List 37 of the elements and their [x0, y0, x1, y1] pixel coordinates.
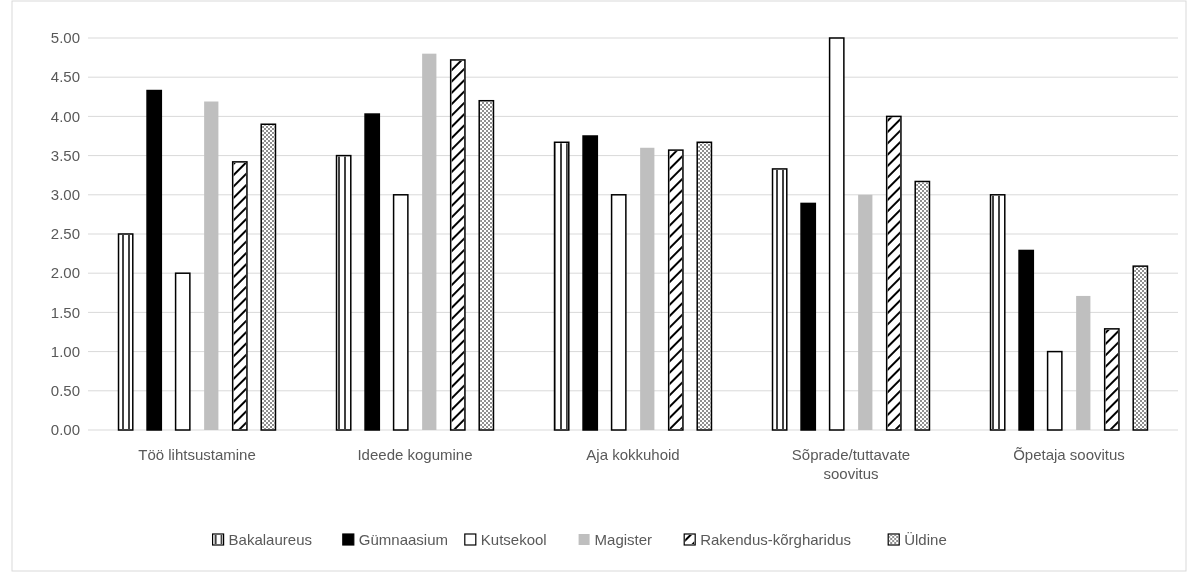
x-tick-label: Aja kokkuhoid — [586, 446, 680, 463]
bar — [1018, 249, 1035, 431]
bar — [204, 101, 219, 430]
bar — [610, 194, 627, 431]
legend-label: Kutsekool — [480, 531, 547, 549]
bar — [422, 53, 437, 430]
legend-label: Rakendus-kõrgharidus — [700, 531, 852, 549]
y-tick-label: 3.00 — [50, 186, 80, 204]
legend-label: Magister — [594, 531, 653, 549]
y-tick-label: 2.00 — [50, 264, 80, 282]
legend-label: Gümnaasium — [358, 531, 448, 549]
y-tick-label: 4.00 — [50, 107, 80, 125]
bar — [640, 147, 655, 430]
x-tick-label: Sõprade/tuttavate soovitus — [791, 446, 911, 482]
y-tick-label: 3.50 — [50, 146, 80, 164]
bar — [364, 113, 381, 431]
y-tick-label: 0.50 — [50, 382, 80, 400]
bar — [800, 202, 817, 431]
y-tick-label: 5.00 — [50, 29, 80, 47]
y-tick-label: 1.00 — [50, 342, 80, 360]
y-tick-label: 1.50 — [50, 303, 80, 321]
x-tick-label: Töö lihtsustamine — [138, 446, 256, 463]
legend-label: Üldine — [904, 531, 947, 549]
bar — [146, 89, 163, 431]
bar — [392, 194, 409, 431]
x-tick-label: Ideede kogumine — [357, 446, 473, 463]
y-tick-label: 0.00 — [50, 421, 80, 439]
y-tick-label: 2.50 — [50, 225, 80, 243]
legend-label: Bakalaureus — [228, 531, 312, 549]
x-tick-label: Õpetaja soovitus — [1013, 446, 1125, 463]
y-tick-label: 4.50 — [50, 68, 80, 86]
bar — [1076, 295, 1091, 430]
bar — [174, 272, 191, 431]
bar — [858, 194, 873, 430]
bar — [1046, 350, 1063, 431]
bar — [582, 135, 599, 431]
bar — [828, 37, 845, 431]
